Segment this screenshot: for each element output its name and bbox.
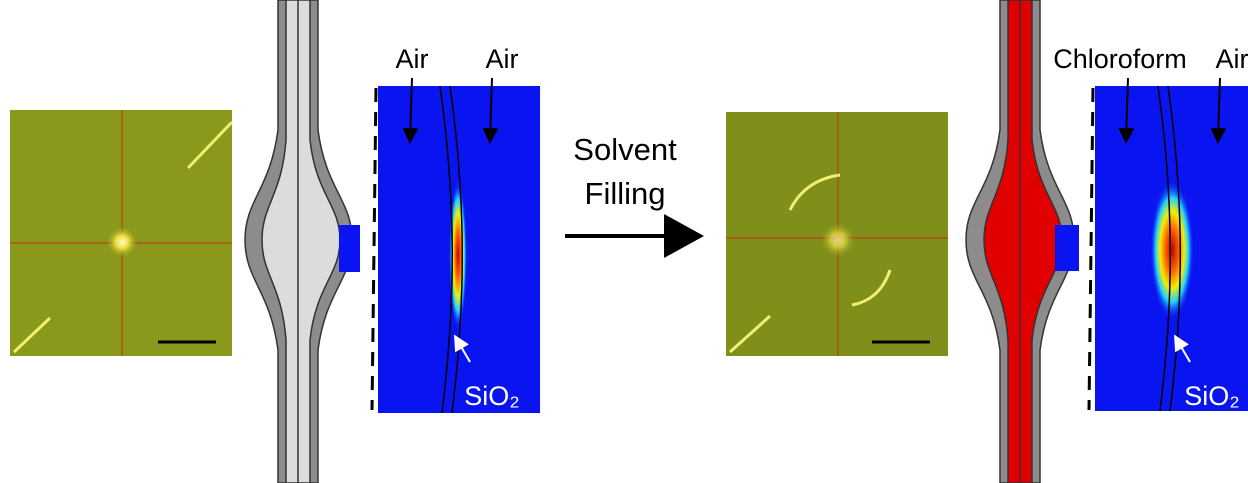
label-sio2: SiO₂	[464, 381, 520, 411]
process-text: Solvent	[573, 132, 677, 167]
simulation-after	[1095, 78, 1248, 411]
micrograph-before	[10, 110, 232, 356]
process-arrowhead	[664, 214, 704, 258]
simulation-before	[378, 78, 540, 413]
label-air: Air	[396, 44, 429, 74]
figure: Air Air SiO₂ Solvent Filling Chloroform …	[0, 0, 1248, 483]
label-air: Air	[486, 44, 519, 74]
process-text: Filling	[585, 176, 666, 211]
label-chloroform: Chloroform	[1053, 44, 1187, 74]
label-air: Air	[1216, 44, 1248, 74]
label-sio2: SiO₂	[1184, 381, 1240, 411]
fiber-before	[245, 0, 360, 483]
zoom-line	[1089, 88, 1093, 410]
micrograph-after	[726, 112, 948, 356]
page: Air Air SiO₂ Solvent Filling Chloroform …	[0, 0, 1248, 483]
zoom-line	[372, 88, 376, 410]
